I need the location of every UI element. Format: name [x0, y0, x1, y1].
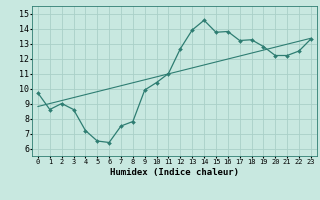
X-axis label: Humidex (Indice chaleur): Humidex (Indice chaleur) — [110, 168, 239, 177]
